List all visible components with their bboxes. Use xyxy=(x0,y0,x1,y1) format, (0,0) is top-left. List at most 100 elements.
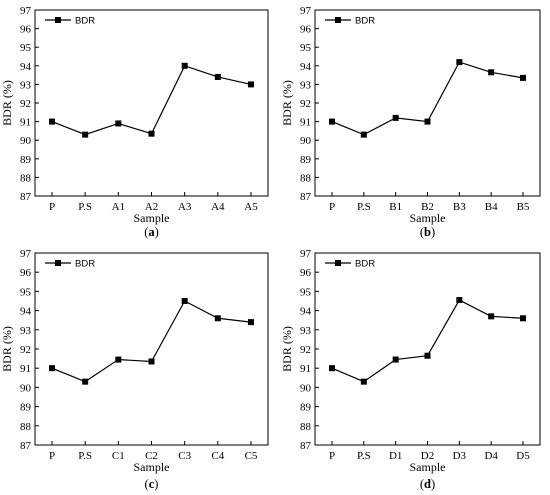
y-axis-title: BDR (%) xyxy=(0,80,14,126)
x-tick-label: C4 xyxy=(211,450,224,462)
y-tick-label: 94 xyxy=(300,61,312,73)
chart-panel-d: 87 88 89 90 91 92 93 94 95 96 97 P P.S D1 D2 D3 D4 D5 Samp… xyxy=(280,248,541,491)
data-point xyxy=(360,131,367,138)
panel-caption-letter: a xyxy=(148,225,155,239)
y-axis-title: BDR (%) xyxy=(280,80,294,126)
x-tick-label: C1 xyxy=(112,450,125,462)
x-tick-label: P xyxy=(329,201,335,213)
panel-caption-letter: d xyxy=(424,477,431,491)
x-tick-label: C2 xyxy=(145,450,158,462)
data-point xyxy=(424,352,431,359)
data-point xyxy=(148,358,155,365)
series-line xyxy=(51,65,252,136)
panel-caption: (a) xyxy=(144,225,159,239)
x-tick-label: A2 xyxy=(145,201,158,213)
y-tick-label: 87 xyxy=(20,440,32,452)
legend-marker xyxy=(55,260,61,266)
x-tick-label: D5 xyxy=(516,450,530,462)
y-tick-label: 97 xyxy=(20,5,32,17)
x-tick-label: A4 xyxy=(211,201,225,213)
chart-panel-a: 87 88 89 90 91 92 93 94 95 96 97 P P.S A1 A2 A3 A4 A5 Samp… xyxy=(0,5,269,239)
y-tick-label: 92 xyxy=(20,98,31,110)
y-tick-label: 93 xyxy=(300,325,312,337)
panel-caption-letter: b xyxy=(424,225,431,239)
legend-label: BDR xyxy=(75,259,95,270)
y-tick-label: 96 xyxy=(20,267,32,279)
y-tick-label: 90 xyxy=(300,382,312,394)
x-tick-label: P.S xyxy=(357,450,371,462)
x-axis-title: Sample xyxy=(410,211,446,225)
data-point xyxy=(248,81,254,88)
series-line xyxy=(51,300,252,383)
data-point xyxy=(520,315,526,322)
legend-marker xyxy=(335,17,341,23)
y-tick-label: 93 xyxy=(20,325,32,337)
data-point xyxy=(181,298,188,304)
panel-caption-letter: c xyxy=(149,477,155,491)
y-tick-label: 90 xyxy=(300,135,312,147)
x-tick-label: P.S xyxy=(78,450,92,462)
x-tick-label: D2 xyxy=(421,450,434,462)
y-tick-label: 97 xyxy=(300,5,312,17)
series-line xyxy=(331,299,524,383)
x-axis-title: Sample xyxy=(134,211,170,225)
x-tick-label: C5 xyxy=(245,450,258,462)
y-tick-label: 94 xyxy=(20,306,32,318)
plot-frame xyxy=(34,9,269,197)
x-tick-label: D1 xyxy=(389,450,402,462)
panel-caption: (c) xyxy=(145,477,159,491)
x-tick-label: A5 xyxy=(244,201,258,213)
data-point xyxy=(82,378,89,385)
legend-label: BDR xyxy=(355,16,375,27)
data-point xyxy=(392,356,399,363)
x-tick-label: B5 xyxy=(517,201,530,213)
y-tick-label: 96 xyxy=(300,267,312,279)
y-axis-title: BDR (%) xyxy=(280,326,294,372)
y-tick-label: 97 xyxy=(20,248,32,260)
y-tick-label: 94 xyxy=(20,61,32,73)
y-tick-label: 95 xyxy=(20,42,32,54)
data-point xyxy=(115,356,122,363)
y-tick-label: 89 xyxy=(300,402,312,414)
plot-frame xyxy=(34,252,269,446)
y-axis-title: BDR (%) xyxy=(0,326,14,372)
x-tick-label: B1 xyxy=(389,201,402,213)
data-point xyxy=(49,365,55,372)
plot-frame xyxy=(314,9,541,197)
data-point xyxy=(392,114,399,121)
x-tick-label: D3 xyxy=(453,450,467,462)
data-point xyxy=(329,365,335,372)
chart-panel-c: 87 88 89 90 91 92 93 94 95 96 97 P P.S C1 C2 C3 C4 C5 Samp… xyxy=(0,248,269,491)
y-tick-label: 87 xyxy=(300,440,312,452)
chart-panel-b: 87 88 89 90 91 92 93 94 95 96 97 P P.S B1 B2 B3 B4 B5 Samp… xyxy=(280,5,541,239)
y-tick-label: 93 xyxy=(300,79,312,91)
panel-caption: (d) xyxy=(420,477,435,491)
y-tick-label: 92 xyxy=(20,344,31,356)
y-tick-label: 96 xyxy=(300,24,312,36)
x-tick-label: P.S xyxy=(357,201,371,213)
y-tick-label: 87 xyxy=(20,191,32,203)
y-tick-label: 96 xyxy=(20,24,32,36)
y-tick-label: 90 xyxy=(20,382,32,394)
y-tick-label: 97 xyxy=(300,248,312,260)
x-tick-label: B2 xyxy=(421,201,434,213)
data-point xyxy=(181,62,188,69)
data-point xyxy=(488,69,495,76)
data-point xyxy=(360,378,367,385)
data-point xyxy=(456,297,463,304)
legend-label: BDR xyxy=(75,16,95,27)
x-tick-label: D4 xyxy=(484,450,498,462)
y-tick-label: 92 xyxy=(300,98,311,110)
legend-marker xyxy=(55,17,61,23)
y-tick-label: 90 xyxy=(20,135,32,147)
legend-marker xyxy=(335,260,341,266)
panel-caption: (b) xyxy=(420,225,435,239)
x-axis-title: Sample xyxy=(410,460,446,474)
data-point xyxy=(248,319,254,326)
y-tick-label: 91 xyxy=(300,117,311,129)
x-tick-label: A3 xyxy=(178,201,192,213)
x-axis-title: Sample xyxy=(134,460,170,474)
y-tick-label: 91 xyxy=(20,363,31,375)
y-tick-label: 87 xyxy=(300,191,312,203)
